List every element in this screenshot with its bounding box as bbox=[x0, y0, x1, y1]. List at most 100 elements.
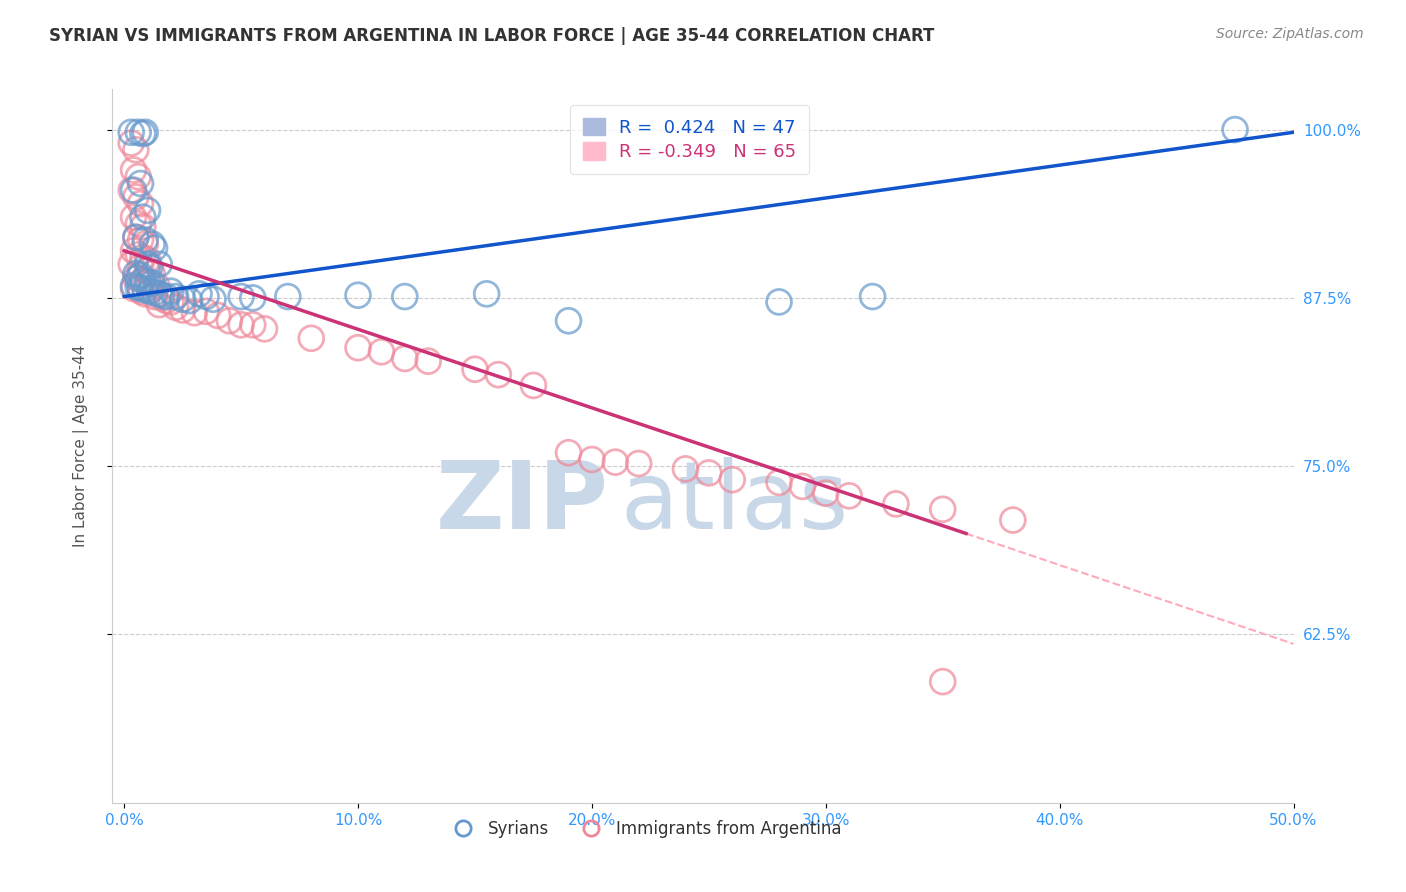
Point bbox=[148, 286, 170, 301]
Point bbox=[129, 268, 152, 282]
Point bbox=[202, 292, 225, 306]
Point bbox=[792, 479, 814, 493]
Point bbox=[862, 289, 884, 303]
Point bbox=[134, 233, 156, 247]
Point bbox=[394, 351, 416, 366]
Point bbox=[125, 143, 148, 157]
Point bbox=[768, 475, 790, 490]
Point bbox=[129, 177, 152, 191]
Point bbox=[125, 270, 148, 285]
Point bbox=[172, 292, 194, 306]
Point bbox=[120, 257, 142, 271]
Point bbox=[148, 257, 170, 271]
Point bbox=[370, 344, 392, 359]
Point bbox=[581, 452, 603, 467]
Point bbox=[132, 251, 155, 265]
Legend: Syrians, Immigrants from Argentina: Syrians, Immigrants from Argentina bbox=[440, 814, 848, 845]
Point bbox=[557, 314, 579, 328]
Point bbox=[129, 260, 152, 274]
Point bbox=[134, 237, 156, 252]
Point bbox=[155, 293, 177, 308]
Point bbox=[195, 304, 218, 318]
Point bbox=[277, 289, 299, 303]
Point bbox=[125, 190, 148, 204]
Point bbox=[146, 278, 169, 293]
Point bbox=[253, 322, 276, 336]
Point bbox=[464, 362, 486, 376]
Point bbox=[160, 294, 183, 309]
Point bbox=[141, 237, 163, 252]
Point bbox=[195, 289, 218, 303]
Point bbox=[884, 497, 907, 511]
Point bbox=[141, 267, 163, 281]
Point bbox=[179, 293, 201, 308]
Point bbox=[134, 125, 156, 139]
Point bbox=[150, 291, 173, 305]
Point bbox=[122, 210, 145, 224]
Point bbox=[172, 303, 194, 318]
Point bbox=[242, 291, 264, 305]
Point bbox=[136, 203, 159, 218]
Point bbox=[150, 288, 173, 302]
Point bbox=[768, 294, 790, 309]
Point bbox=[132, 127, 155, 141]
Y-axis label: In Labor Force | Age 35-44: In Labor Force | Age 35-44 bbox=[73, 345, 89, 547]
Point bbox=[697, 466, 720, 480]
Point bbox=[136, 253, 159, 268]
Point bbox=[475, 286, 498, 301]
Point bbox=[207, 309, 229, 323]
Point bbox=[122, 183, 145, 197]
Point bbox=[129, 281, 152, 295]
Point bbox=[1223, 122, 1246, 136]
Point bbox=[229, 289, 252, 303]
Point bbox=[931, 502, 953, 516]
Point bbox=[125, 267, 148, 281]
Point bbox=[557, 446, 579, 460]
Point bbox=[229, 318, 252, 332]
Point bbox=[627, 457, 650, 471]
Point bbox=[139, 284, 162, 298]
Point bbox=[218, 314, 240, 328]
Point bbox=[122, 244, 145, 258]
Point bbox=[183, 306, 205, 320]
Point bbox=[120, 136, 142, 150]
Point bbox=[129, 196, 152, 211]
Point bbox=[139, 260, 162, 274]
Point bbox=[122, 163, 145, 178]
Point bbox=[143, 241, 166, 255]
Point bbox=[1001, 513, 1024, 527]
Point bbox=[134, 286, 156, 301]
Point bbox=[136, 257, 159, 271]
Point bbox=[132, 273, 155, 287]
Point bbox=[721, 473, 744, 487]
Point bbox=[486, 368, 509, 382]
Point bbox=[838, 489, 860, 503]
Point bbox=[136, 264, 159, 278]
Point bbox=[299, 331, 322, 345]
Point bbox=[394, 289, 416, 303]
Point bbox=[522, 378, 544, 392]
Point bbox=[134, 283, 156, 297]
Point bbox=[127, 270, 149, 285]
Text: Source: ZipAtlas.com: Source: ZipAtlas.com bbox=[1216, 27, 1364, 41]
Point bbox=[418, 354, 440, 368]
Point bbox=[188, 286, 211, 301]
Point bbox=[165, 289, 187, 303]
Point bbox=[242, 318, 264, 332]
Point bbox=[129, 284, 152, 298]
Point bbox=[143, 285, 166, 300]
Point bbox=[814, 486, 837, 500]
Point bbox=[127, 169, 149, 184]
Point bbox=[347, 341, 370, 355]
Point bbox=[143, 289, 166, 303]
Point bbox=[127, 280, 149, 294]
Point bbox=[125, 230, 148, 244]
Point bbox=[675, 462, 697, 476]
Point bbox=[120, 183, 142, 197]
Point bbox=[127, 248, 149, 262]
Text: atlas: atlas bbox=[620, 457, 849, 549]
Point bbox=[165, 301, 187, 315]
Point bbox=[155, 289, 177, 303]
Point bbox=[122, 281, 145, 295]
Point bbox=[931, 674, 953, 689]
